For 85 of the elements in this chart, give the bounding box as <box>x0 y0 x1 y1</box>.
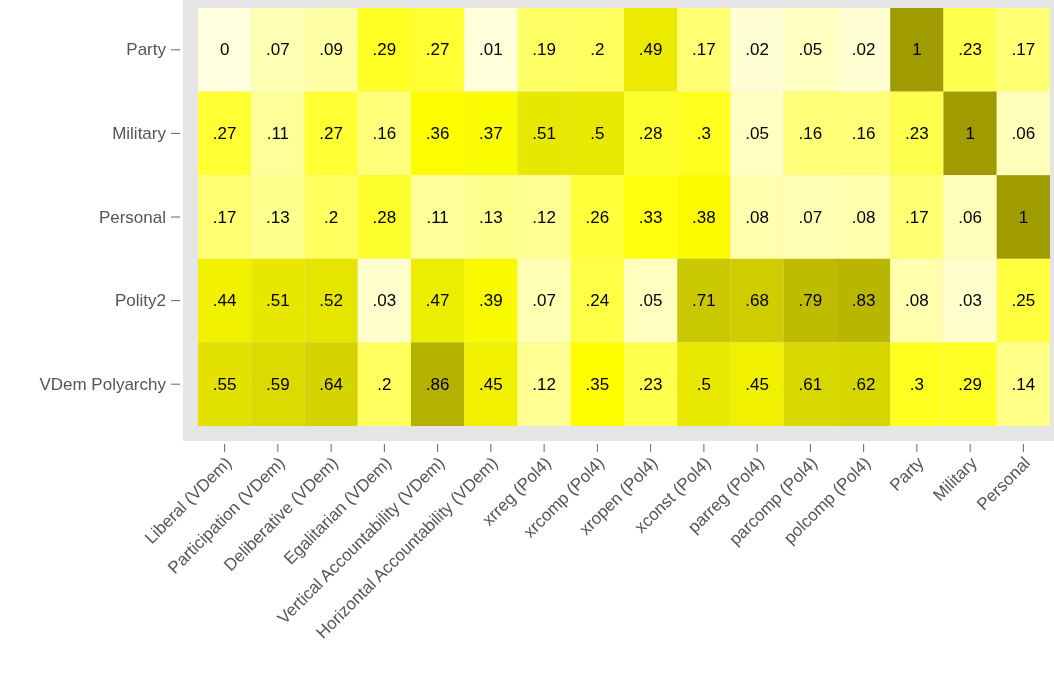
data-label: .17 <box>1011 40 1036 60</box>
data-label: .06 <box>958 207 982 227</box>
data-label: .62 <box>851 374 876 394</box>
data-label: .47 <box>425 291 450 311</box>
data-label: .03 <box>958 291 982 311</box>
data-label: .01 <box>479 40 503 60</box>
y-tick-label: VDem Polyarchy <box>39 374 167 394</box>
data-label: .03 <box>372 291 397 311</box>
data-label: .05 <box>745 123 769 143</box>
data-label: .12 <box>532 207 556 227</box>
data-label: .07 <box>266 40 290 60</box>
data-label: .3 <box>909 374 924 394</box>
data-label: .45 <box>479 374 503 394</box>
data-label: .08 <box>745 207 769 227</box>
data-label: .68 <box>745 291 769 311</box>
data-label: .24 <box>585 291 610 311</box>
data-label: .23 <box>958 40 982 60</box>
y-tick-label: Polity2 <box>114 291 166 311</box>
data-label: .49 <box>638 40 663 60</box>
data-label: .37 <box>479 123 503 143</box>
data-label: .23 <box>638 374 663 394</box>
data-label: .64 <box>319 374 343 394</box>
data-label: .02 <box>851 40 876 60</box>
data-label: .2 <box>377 374 392 394</box>
data-label: .51 <box>532 123 556 143</box>
data-label: .11 <box>266 123 290 143</box>
data-label: .45 <box>745 374 769 394</box>
data-label: .12 <box>532 374 556 394</box>
data-label: .02 <box>745 40 769 60</box>
data-label: .08 <box>905 291 929 311</box>
data-label: .51 <box>266 291 290 311</box>
data-label: .59 <box>266 374 290 394</box>
data-label: .11 <box>426 207 449 227</box>
data-label: .13 <box>266 207 290 227</box>
data-label: .55 <box>212 374 237 394</box>
data-label: .27 <box>425 40 450 60</box>
data-label: .07 <box>798 207 823 227</box>
y-tick-label: Party <box>126 40 167 60</box>
data-label: .35 <box>585 374 610 394</box>
data-label: 1 <box>912 40 922 60</box>
data-label: .29 <box>372 40 397 60</box>
data-label: .06 <box>1011 123 1036 143</box>
data-label: .25 <box>1011 291 1036 311</box>
data-label: .08 <box>851 207 876 227</box>
data-label: 1 <box>1018 207 1029 227</box>
data-label: .28 <box>372 207 397 227</box>
data-label: .19 <box>532 40 556 60</box>
data-label: .17 <box>692 40 716 60</box>
data-label: .83 <box>851 291 876 311</box>
data-label: .09 <box>319 40 343 60</box>
data-label: .16 <box>851 123 876 143</box>
data-label: .61 <box>798 374 823 394</box>
data-label: .38 <box>692 207 716 227</box>
data-label: .23 <box>905 123 929 143</box>
data-label: .27 <box>212 123 237 143</box>
data-label: .13 <box>479 207 503 227</box>
data-label: .16 <box>798 123 823 143</box>
data-label: .86 <box>425 374 450 394</box>
data-label: .17 <box>212 207 237 227</box>
data-label: .29 <box>958 374 982 394</box>
data-label: .5 <box>590 123 605 143</box>
data-label: .44 <box>212 291 237 311</box>
data-label: .07 <box>532 291 556 311</box>
data-label: .05 <box>798 40 823 60</box>
data-label: .52 <box>319 291 343 311</box>
data-label: .5 <box>696 374 711 394</box>
data-label: 0 <box>219 40 230 60</box>
data-label: .17 <box>905 207 929 227</box>
data-label: .36 <box>425 123 450 143</box>
data-label: .71 <box>692 291 716 311</box>
data-label: .16 <box>372 123 397 143</box>
data-label: .28 <box>638 123 663 143</box>
y-tick-label: Personal <box>98 207 166 227</box>
data-label: .05 <box>638 291 663 311</box>
data-label: .2 <box>324 207 339 227</box>
data-label: .33 <box>638 207 663 227</box>
data-label: .79 <box>798 291 823 311</box>
data-label: 1 <box>965 123 975 143</box>
data-label: .3 <box>696 123 711 143</box>
data-label: .26 <box>585 207 610 227</box>
y-tick-label: Military <box>112 123 167 143</box>
data-label: .2 <box>590 40 605 60</box>
data-label: .39 <box>479 291 503 311</box>
data-label: .14 <box>1011 374 1036 394</box>
data-label: .27 <box>319 123 343 143</box>
